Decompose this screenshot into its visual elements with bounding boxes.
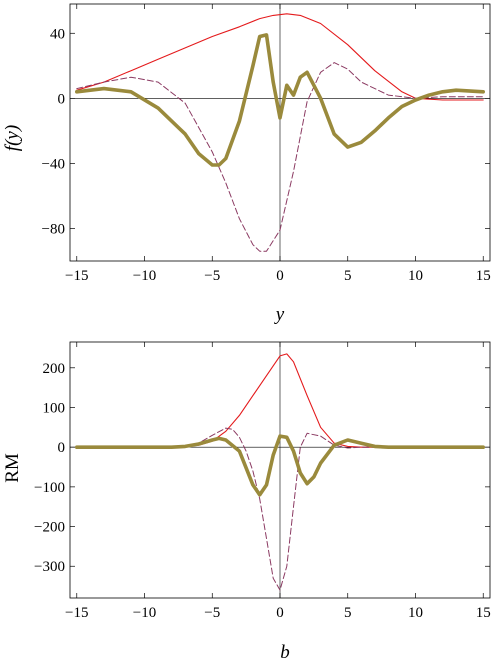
- x-tick-label: −10: [133, 268, 156, 284]
- y-tick-label: 0: [58, 91, 66, 107]
- series-line-dashed: [76, 62, 484, 252]
- y-tick-label: 100: [43, 400, 66, 416]
- x-tick-label: −15: [65, 605, 88, 621]
- x-tick-label: 10: [408, 605, 423, 621]
- x-tick-label: 0: [276, 268, 284, 284]
- x-tick-label: 15: [476, 605, 491, 621]
- y-tick-label: 40: [50, 26, 65, 42]
- x-axis-label: b: [280, 642, 290, 660]
- x-axis-label: y: [274, 304, 285, 325]
- y-tick-label: 200: [43, 361, 66, 377]
- y-axis-label: RM: [2, 453, 23, 483]
- y-tick-label: −200: [34, 520, 65, 536]
- y-axis-label: f(y): [2, 125, 23, 151]
- x-tick-label: −5: [204, 605, 220, 621]
- x-tick-label: −5: [204, 268, 220, 284]
- x-tick-label: 0: [276, 605, 284, 621]
- chart-bottom: −15 −10 −5 0 5 10 15 −300 −200 −100 0 100 200 b RM: [2, 341, 491, 660]
- series-line-solid-thick: [75, 434, 486, 497]
- x-tick-label: 5: [344, 605, 352, 621]
- y-tick-label: −100: [34, 480, 65, 496]
- y-tick-label: −300: [34, 559, 65, 575]
- x-tick-label: 5: [344, 268, 352, 284]
- series-line-solid-thick: [75, 33, 486, 167]
- x-tick-label: −15: [65, 268, 88, 284]
- y-tick-label: 0: [58, 440, 66, 456]
- x-tick-label: −10: [133, 605, 156, 621]
- y-tick-label: −40: [42, 156, 65, 172]
- y-tick-label: −80: [42, 221, 65, 237]
- x-tick-label: 10: [408, 268, 423, 284]
- series-line-solid-thin: [76, 13, 484, 101]
- x-tick-label: 15: [476, 268, 491, 284]
- chart-top: −15 −10 −5 0 5 10 15 −80 −40 0 40 y f(y): [2, 3, 491, 325]
